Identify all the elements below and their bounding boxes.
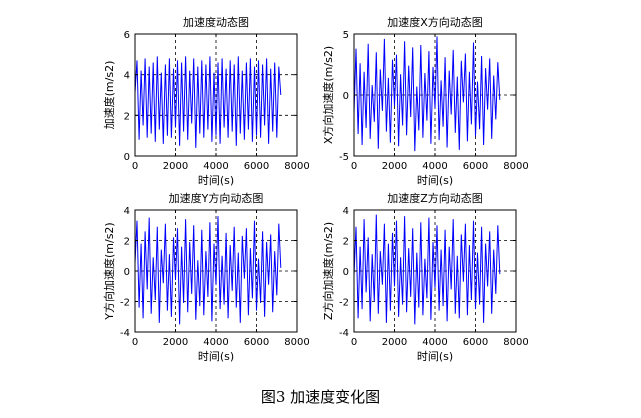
x-tick-label: 6000 [463,337,488,348]
series-line [353,214,501,325]
figure-caption: 图3 加速度变化图 [260,388,381,406]
chart-title: 加速度Z方向动态图 [387,191,483,205]
y-tick-label: 0 [343,267,349,278]
x-axis-label: 时间(s) [198,174,234,187]
x-tick-label: 8000 [503,337,528,348]
y-tick-label: 4 [343,206,349,217]
x-tick-label: 8000 [284,161,309,172]
series-line [134,56,282,148]
y-axis-label: X方向加速度(m/s2) [321,46,335,144]
x-tick-label: 4000 [203,161,228,172]
x-tick-label: 0 [351,161,357,172]
y-tick-label: 2 [124,111,130,122]
y-tick-label: 6 [124,30,130,41]
x-tick-label: 6000 [244,337,269,348]
x-axis-label: 时间(s) [417,350,453,363]
y-axis-label: Y方向加速度(m/s2) [102,222,116,320]
x-tick-label: 2000 [382,337,407,348]
y-axis-label: Z方向加速度(m/s2) [321,222,335,320]
chart-title: 加速度Y方向动态图 [169,191,264,205]
y-tick-label: -2 [339,298,349,309]
y-tick-label: 0 [124,267,130,278]
x-tick-label: 6000 [463,161,488,172]
x-axis-label: 时间(s) [198,350,234,363]
x-tick-label: 0 [132,337,138,348]
x-tick-label: 4000 [422,337,447,348]
y-tick-label: 4 [124,71,130,82]
chart-title: 加速度X方向动态图 [387,15,483,29]
y-tick-label: 0 [343,91,349,102]
x-tick-label: 2000 [382,161,407,172]
y-tick-label: -5 [339,152,349,163]
x-tick-label: 4000 [422,161,447,172]
y-axis-label: 加速度(m/s2) [102,61,116,130]
series-line [353,36,501,152]
y-tick-label: 2 [343,237,349,248]
y-tick-label: -4 [339,328,349,339]
x-tick-label: 2000 [163,161,188,172]
y-tick-label: -4 [120,328,130,339]
x-tick-label: 0 [351,337,357,348]
chart-title: 加速度动态图 [183,15,249,29]
subplot-2: 0 2000 4000 6000 8000-505加速度X方向动态图时间(s)X方向加速… [321,15,529,187]
x-tick-label: 8000 [503,161,528,172]
x-tick-label: 6000 [244,161,269,172]
x-tick-label: 4000 [203,337,228,348]
y-tick-label: 4 [124,206,130,217]
y-tick-label: 5 [343,30,349,41]
y-tick-label: -2 [120,298,130,309]
x-tick-label: 2000 [163,337,188,348]
y-tick-label: 0 [124,152,130,163]
x-tick-label: 0 [132,161,138,172]
y-tick-label: 2 [124,237,130,248]
x-axis-label: 时间(s) [417,174,453,187]
series-line [134,216,282,325]
x-tick-label: 8000 [284,337,309,348]
